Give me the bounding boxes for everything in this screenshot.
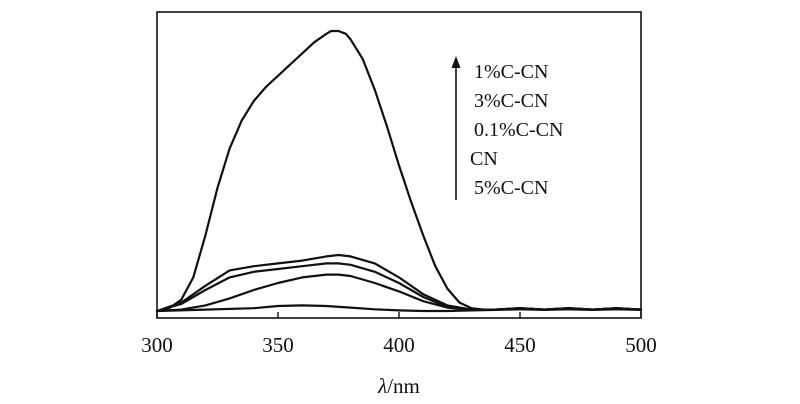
series-line-4 xyxy=(155,304,643,313)
legend-entry: 5%C-CN xyxy=(474,177,548,199)
x-tick-label: 400 xyxy=(383,333,415,357)
legend-entry: 0.1%C-CN xyxy=(474,119,563,141)
legend-entries: 1%C-CN 3%C-CN 0.1%C-CN CN 5%C-CN xyxy=(470,61,563,199)
x-axis-label: λ/nm xyxy=(377,374,420,398)
series-line-3 xyxy=(155,273,643,313)
legend-entry: 3%C-CN xyxy=(474,90,548,112)
series-layer xyxy=(155,29,643,313)
legend-entry: CN xyxy=(470,148,498,170)
legend: 1%C-CN 3%C-CN 0.1%C-CN CN 5%C-CN xyxy=(451,56,563,200)
x-tick-label: 500 xyxy=(625,333,657,357)
x-axis-label-unit: /nm xyxy=(387,374,420,398)
x-axis-ticks: 300 350 400 450 500 xyxy=(141,312,657,357)
x-axis-label-symbol: λ xyxy=(377,374,387,398)
legend-entry: 1%C-CN xyxy=(474,61,548,83)
x-tick-label: 350 xyxy=(262,333,294,357)
legend-arrow-head xyxy=(451,56,461,68)
series-line-0 xyxy=(155,29,643,313)
x-tick-label: 450 xyxy=(504,333,536,357)
x-tick-label: 300 xyxy=(141,333,173,357)
